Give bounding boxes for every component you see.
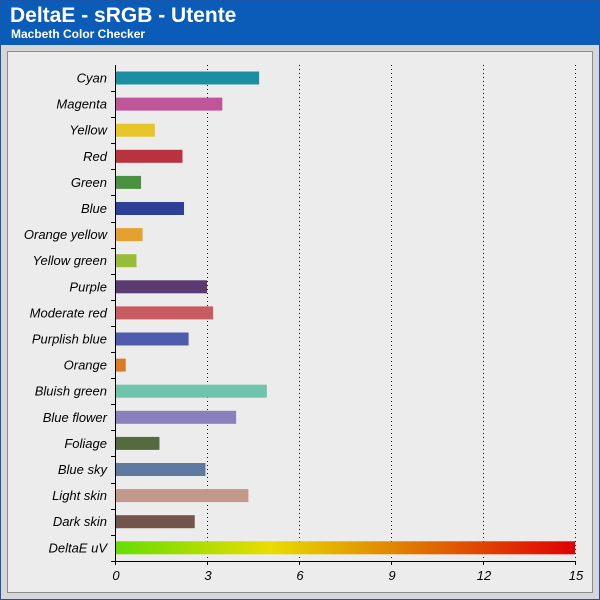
bar xyxy=(116,515,195,529)
bar xyxy=(116,489,249,503)
bar xyxy=(116,280,207,294)
category-label: Red xyxy=(83,149,108,164)
x-tick-label: 15 xyxy=(569,568,584,583)
bar xyxy=(116,123,155,137)
bar xyxy=(116,541,575,555)
bar xyxy=(116,149,183,163)
category-label: Blue xyxy=(81,201,107,216)
category-label: Orange yellow xyxy=(24,227,109,242)
bar xyxy=(116,306,214,320)
x-tick-label: 0 xyxy=(112,568,120,583)
bar xyxy=(116,384,267,398)
bar xyxy=(116,97,223,111)
category-label: Blue sky xyxy=(58,462,109,477)
x-tick-label: 9 xyxy=(388,568,395,583)
bar xyxy=(116,175,142,189)
category-label: Purplish blue xyxy=(32,332,107,347)
bar xyxy=(116,358,126,372)
category-label: Orange xyxy=(64,358,107,373)
category-label: Moderate red xyxy=(30,305,108,320)
category-label: Dark skin xyxy=(53,514,107,529)
bar xyxy=(116,436,160,450)
category-label: Light skin xyxy=(52,488,107,503)
category-label: Bluish green xyxy=(35,384,107,399)
category-label: Yellow xyxy=(69,123,108,138)
bar xyxy=(116,228,143,242)
chart-subtitle: Macbeth Color Checker xyxy=(11,27,146,41)
category-label: Yellow green xyxy=(33,253,107,268)
category-label: Cyan xyxy=(77,71,107,86)
category-label: DeltaE uV xyxy=(48,540,108,555)
category-label: Purple xyxy=(69,279,107,294)
category-label: Foliage xyxy=(64,436,107,451)
x-tick-label: 6 xyxy=(296,568,304,583)
bar xyxy=(116,71,260,85)
chart-title: DeltaE - sRGB - Utente xyxy=(10,4,237,27)
x-tick-label: 12 xyxy=(477,568,492,583)
bar xyxy=(116,332,189,346)
category-label: Green xyxy=(71,175,107,190)
bar xyxy=(116,410,237,424)
bar xyxy=(116,202,184,215)
bar xyxy=(116,254,137,268)
category-label: Blue flower xyxy=(43,410,108,425)
chart-header: DeltaE - sRGB - Utente Macbeth Color Che… xyxy=(1,1,599,45)
bar xyxy=(116,463,206,476)
category-label: Magenta xyxy=(56,97,107,112)
x-tick-label: 3 xyxy=(204,568,212,583)
plot-background xyxy=(1,45,599,599)
